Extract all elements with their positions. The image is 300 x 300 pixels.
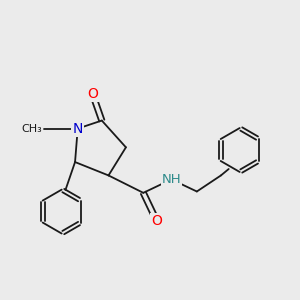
- Text: NH: NH: [162, 173, 181, 186]
- Text: O: O: [87, 87, 98, 101]
- Text: N: N: [73, 122, 83, 136]
- Text: CH₃: CH₃: [21, 124, 42, 134]
- Text: O: O: [151, 214, 162, 228]
